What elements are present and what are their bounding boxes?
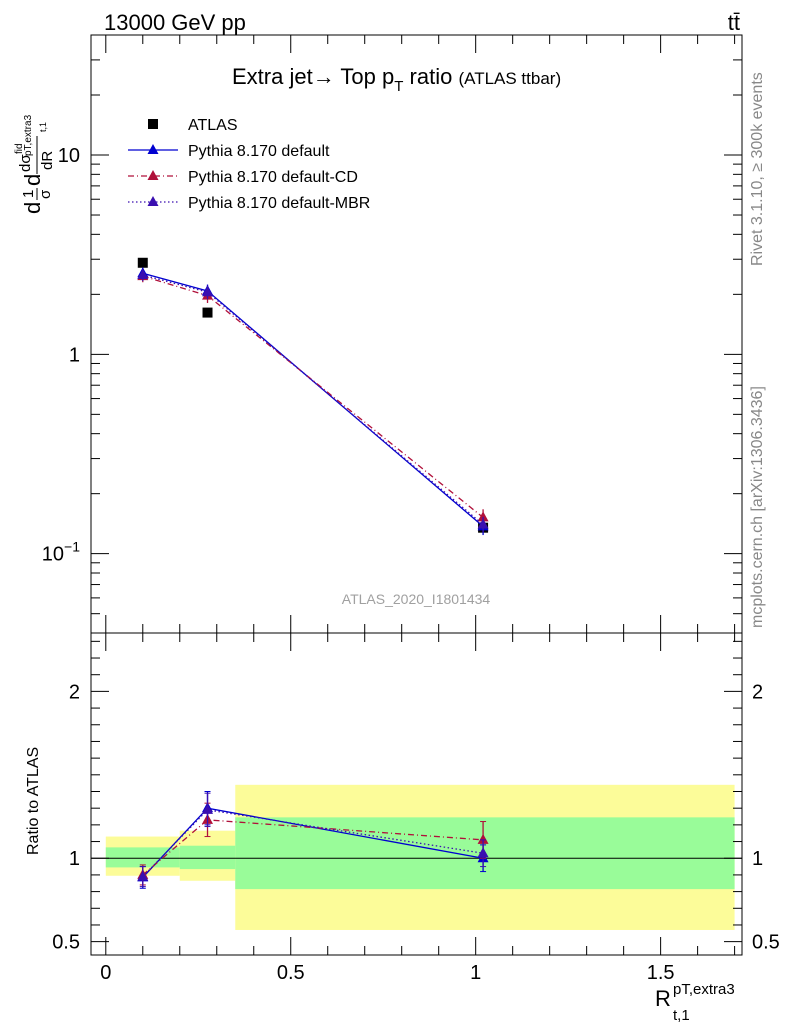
chart-title: Extra jet→ Top pT ratio (ATLAS ttbar) [232, 64, 561, 95]
ratio-y-axis-label: Ratio to ATLAS [25, 747, 42, 855]
ratio-data-point [137, 870, 149, 881]
rivet-label: Rivet 3.1.10, ≥ 300k events [749, 72, 766, 266]
svg-text:d: d [20, 174, 45, 186]
ratio-frame [90, 632, 743, 956]
mc-data-point [137, 269, 149, 280]
legend-marker [147, 144, 159, 154]
ratio-data-point [477, 833, 489, 844]
svg-text:1: 1 [20, 190, 37, 198]
x-tick-label: 0.5 [277, 962, 305, 984]
ratio-y-tick-label: 0.5 [52, 932, 80, 954]
process-label: tt̄ [728, 10, 740, 35]
ratio-y-tick-label: 1 [69, 848, 80, 870]
legend-label: ATLAS [188, 117, 238, 134]
main-panel: 10 1 10−1 Extra jet→ Top pT ratio (ATLAS t… [14, 34, 743, 634]
mcplots-label: mcplots.cern.ch [arXiv:1306.3436] [749, 386, 766, 628]
mc-data-point [202, 286, 214, 297]
svg-text:t,1: t,1 [38, 122, 48, 132]
y-axis-label: d 1 σ d dσ fid pT,extra3 dR t,1 [14, 114, 56, 214]
legend-label: Pythia 8.170 default-MBR [188, 195, 370, 212]
ratio-y-tick-label-right: 0.5 [752, 932, 780, 954]
ratio-series-line-1 [142, 819, 484, 876]
legend-label: Pythia 8.170 default [188, 143, 330, 160]
x-tick-label: 0 [100, 962, 111, 984]
svg-text:d: d [20, 202, 45, 214]
ratio-y-tick-label-right: 2 [752, 681, 763, 703]
y-tick-label: 10−1 [42, 539, 80, 566]
legend-marker [148, 119, 158, 129]
uncertainty-band-stat [179, 845, 236, 870]
ratio-data-point [202, 803, 214, 814]
svg-text:dR: dR [39, 151, 56, 170]
series-line-3 [142, 274, 484, 526]
y-tick-label: 10 [58, 145, 80, 167]
x-tick-label: 1.5 [647, 962, 675, 984]
mc-data-point [477, 511, 489, 522]
x-tick-label: 1 [470, 962, 481, 984]
ratio-y-tick-label-right: 1 [752, 848, 763, 870]
svg-text:dσ: dσ [17, 154, 34, 172]
legend-label: Pythia 8.170 default-CD [188, 169, 358, 186]
energy-label: 13000 GeV pp [104, 10, 246, 35]
mc-data-point [477, 518, 489, 529]
legend-marker [147, 196, 159, 206]
series-line-1 [142, 272, 484, 527]
svg-text:fid: fid [14, 143, 25, 154]
y-tick-label: 1 [69, 344, 80, 366]
analysis-id-label: ATLAS_2020_I1801434 [342, 591, 491, 607]
uncertainty-band-stat [105, 847, 180, 868]
atlas-data-point [202, 307, 213, 318]
atlas-data-point [137, 257, 148, 268]
svg-text:pT,extra3: pT,extra3 [23, 114, 34, 156]
ratio-y-tick-label: 2 [69, 681, 80, 703]
svg-text:σ: σ [37, 189, 54, 199]
legend-marker [147, 170, 159, 180]
ratio-data-point [477, 847, 489, 858]
legend: ATLAS Pythia 8.170 default Pythia 8.170 de… [128, 117, 370, 212]
